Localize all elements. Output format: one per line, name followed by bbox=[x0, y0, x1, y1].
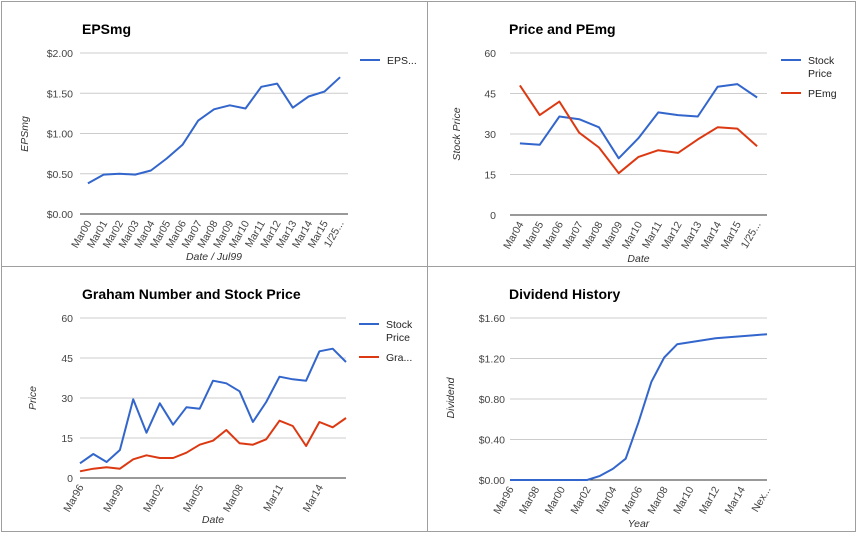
y-axis-title: Price bbox=[27, 386, 39, 410]
x-tick-label: Mar05 bbox=[181, 482, 206, 514]
x-axis-title: Year bbox=[628, 518, 650, 530]
x-tick-label: Mar14 bbox=[723, 484, 748, 516]
chart-panel-dividend-history: Dividend History $0.00 $0.40 $0.80 $1.20 $1.6… bbox=[427, 266, 856, 532]
x-tick-label: Mar99 bbox=[101, 482, 126, 514]
x-tick-label: Mar14 bbox=[301, 482, 326, 514]
x-tick-label: 1/25... bbox=[739, 220, 764, 251]
y-tick-label: 45 bbox=[484, 89, 496, 101]
legend-label: Price bbox=[808, 68, 832, 80]
x-tick-label: Mar12 bbox=[697, 484, 722, 516]
y-tick-label: $1.20 bbox=[479, 354, 505, 366]
series-line bbox=[519, 84, 758, 175]
y-tick-label: 0 bbox=[490, 210, 496, 222]
x-tick-label: Mar10 bbox=[671, 484, 696, 516]
y-tick-label: 60 bbox=[61, 313, 73, 325]
x-axis-title: Date bbox=[627, 253, 649, 265]
x-tick-label: Mar08 bbox=[221, 482, 246, 514]
y-tick-label: $1.60 bbox=[479, 313, 505, 325]
chart-panel-price-pemg: Price and PEmg 0 15 30 45 60 Mar04 Mar05 Mar06 Ma… bbox=[427, 1, 856, 267]
y-tick-label: 0 bbox=[67, 473, 73, 485]
y-axis-title: EPSmg bbox=[19, 116, 31, 152]
x-tick-label: Mar96 bbox=[491, 484, 516, 516]
y-tick-label: 30 bbox=[484, 129, 496, 141]
x-tick-label: Mar04 bbox=[594, 484, 619, 516]
chart-panel-epsmg: EPSmg $0.00 $0.50 $1.00 $1.50 $2.00 Mar00 Mar01… bbox=[1, 1, 428, 267]
chart-title: Dividend History bbox=[509, 286, 620, 302]
legend-label: PEmg bbox=[808, 88, 837, 100]
chart-title: Graham Number and Stock Price bbox=[82, 286, 301, 302]
y-tick-label: $0.00 bbox=[47, 209, 73, 221]
legend-label: Stock bbox=[386, 319, 413, 331]
y-tick-label: 15 bbox=[484, 170, 496, 182]
y-axis-title: Stock Price bbox=[451, 107, 463, 160]
p3-svg: Graham Number and Stock Price 0 15 30 45 60 Ma… bbox=[27, 286, 413, 526]
legend-label: EPS... bbox=[387, 55, 417, 67]
y-tick-label: 15 bbox=[61, 433, 73, 445]
y-tick-label: $2.00 bbox=[47, 48, 73, 60]
chart-title: Price and PEmg bbox=[509, 21, 616, 37]
x-tick-label: Mar00 bbox=[543, 484, 568, 516]
y-tick-label: $1.00 bbox=[47, 129, 73, 141]
legend-label: Stock bbox=[808, 55, 835, 67]
y-axis-title: Dividend bbox=[445, 376, 457, 418]
p1-svg: EPSmg$0.00$0.50$1.00$1.50$2.00Mar00Mar01… bbox=[19, 21, 417, 263]
legend-label: Gra... bbox=[386, 352, 412, 364]
y-tick-label: 45 bbox=[61, 353, 73, 365]
x-tick-label: Mar96 bbox=[61, 482, 86, 514]
p4-svg: Dividend History $0.00 $0.40 $0.80 $1.20 $1.6… bbox=[445, 286, 774, 530]
y-tick-label: $0.40 bbox=[479, 435, 505, 447]
x-tick-label: Mar98 bbox=[517, 484, 542, 516]
x-tick-label: Mar06 bbox=[620, 484, 645, 516]
series-line bbox=[79, 347, 347, 465]
series-line bbox=[87, 76, 341, 185]
y-tick-label: 60 bbox=[484, 48, 496, 60]
y-tick-label: $0.50 bbox=[47, 169, 73, 181]
x-tick-label: Mar02 bbox=[141, 482, 166, 514]
x-tick-label: Mar02 bbox=[568, 484, 593, 516]
legend-label: Price bbox=[386, 332, 410, 344]
y-tick-label: $0.80 bbox=[479, 394, 505, 406]
x-tick-label: Mar08 bbox=[646, 484, 671, 516]
y-tick-label: $0.00 bbox=[479, 475, 505, 487]
series-line bbox=[79, 417, 347, 473]
chart-title: EPSmg bbox=[82, 21, 131, 37]
x-axis-title: Date bbox=[202, 514, 224, 526]
p2-svg: Price and PEmg015304560Mar04Mar05Mar06Ma… bbox=[451, 21, 837, 265]
x-tick-label: Nex... bbox=[749, 485, 773, 515]
series-line bbox=[519, 83, 758, 160]
x-axis-title: Date / Jul99 bbox=[186, 251, 242, 263]
series-line bbox=[510, 333, 768, 481]
x-tick-label: Mar11 bbox=[261, 482, 286, 513]
y-tick-label: 30 bbox=[61, 393, 73, 405]
chart-panel-graham-number: Graham Number and Stock Price 0 15 30 45 60 Ma… bbox=[1, 266, 428, 532]
y-tick-label: $1.50 bbox=[47, 88, 73, 100]
